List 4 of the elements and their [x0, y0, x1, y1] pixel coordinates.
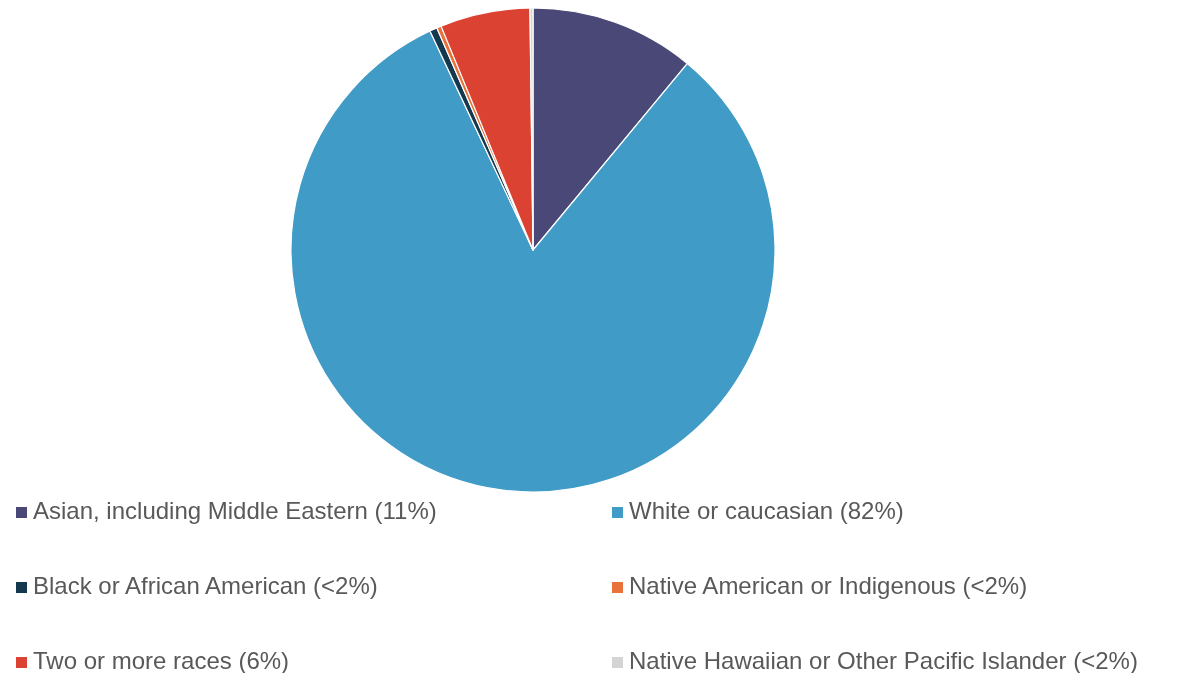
- legend-label: Native American or Indigenous (<2%): [629, 572, 1028, 600]
- legend-label: Black or African American (<2%): [33, 572, 378, 600]
- legend-label: White or caucasian (82%): [629, 497, 904, 525]
- legend-label: Asian, including Middle Eastern (11%): [33, 497, 437, 525]
